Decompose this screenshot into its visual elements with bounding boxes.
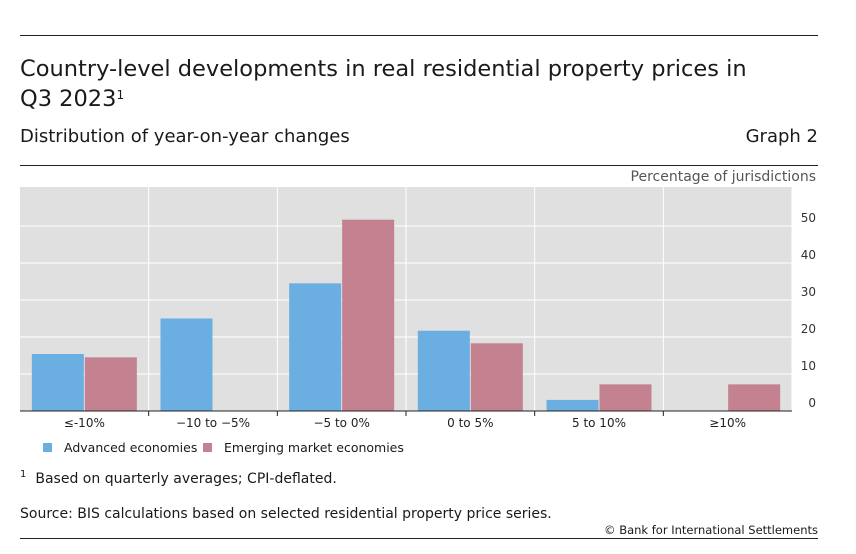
- legend-item-emerging: Emerging market economies: [203, 440, 404, 455]
- footnote-text: Based on quarterly averages; CPI-deflate…: [35, 471, 337, 487]
- y-tick-label: 10: [801, 359, 816, 373]
- legend-swatch-emerging: [203, 443, 212, 452]
- y-tick-label: 30: [801, 285, 816, 299]
- x-tick-label: ≤-10%: [64, 416, 105, 430]
- bar-advanced: [160, 318, 213, 411]
- y-tick-label: 50: [801, 211, 816, 225]
- chart-title: Country-level developments in real resid…: [20, 54, 780, 114]
- bottom-rule: [20, 538, 818, 539]
- bar-emerging: [342, 219, 395, 411]
- x-tick-label: 0 to 5%: [447, 416, 493, 430]
- graph-number: Graph 2: [745, 126, 818, 147]
- bar-emerging: [599, 384, 652, 411]
- y-tick-label: 20: [801, 322, 816, 336]
- x-tick-label: −5 to 0%: [313, 416, 369, 430]
- header-rule: [20, 165, 818, 166]
- top-rule: [20, 35, 818, 36]
- footnote: 1 Based on quarterly averages; CPI-deflat…: [20, 469, 337, 487]
- y-tick-labels: 0 10 20 30 40 50: [801, 211, 816, 410]
- x-tick-label: 5 to 10%: [572, 416, 626, 430]
- chart-subtitle: Distribution of year-on-year changes: [20, 126, 350, 147]
- bar-advanced: [546, 399, 599, 411]
- bar-advanced: [31, 354, 84, 411]
- legend-label-emerging: Emerging market economies: [224, 440, 404, 455]
- copyright: © Bank for International Settlements: [604, 523, 818, 537]
- y-axis-unit-label: Percentage of jurisdictions: [630, 169, 816, 185]
- y-tick-label: 40: [801, 248, 816, 262]
- source-note: Source: BIS calculations based on select…: [20, 506, 552, 522]
- x-ticks: ≤-10% −10 to −5% −5 to 0% 0 to 5% 5 to 10% ≥1…: [64, 411, 746, 430]
- title-text: Country-level developments in real resid…: [20, 56, 747, 112]
- bar-advanced: [417, 330, 470, 411]
- title-footnote-marker: 1: [116, 88, 125, 102]
- bar-emerging: [470, 343, 523, 411]
- x-tick-label: ≥10%: [709, 416, 746, 430]
- bars: [31, 219, 781, 411]
- bar-advanced: [289, 283, 342, 411]
- legend-swatch-advanced: [43, 443, 52, 452]
- footnote-marker: 1: [20, 469, 27, 480]
- horizontal-gridlines: [20, 225, 792, 375]
- legend-item-advanced: Advanced economies: [43, 440, 197, 455]
- bar-emerging: [728, 384, 781, 411]
- bar-emerging: [84, 357, 137, 411]
- legend-label-advanced: Advanced economies: [64, 440, 198, 455]
- y-tick-label: 0: [808, 396, 816, 410]
- x-tick-label: −10 to −5%: [176, 416, 250, 430]
- bar-chart: ≤-10% −10 to −5% −5 to 0% 0 to 5% 5 to 10% ≥1…: [20, 187, 816, 430]
